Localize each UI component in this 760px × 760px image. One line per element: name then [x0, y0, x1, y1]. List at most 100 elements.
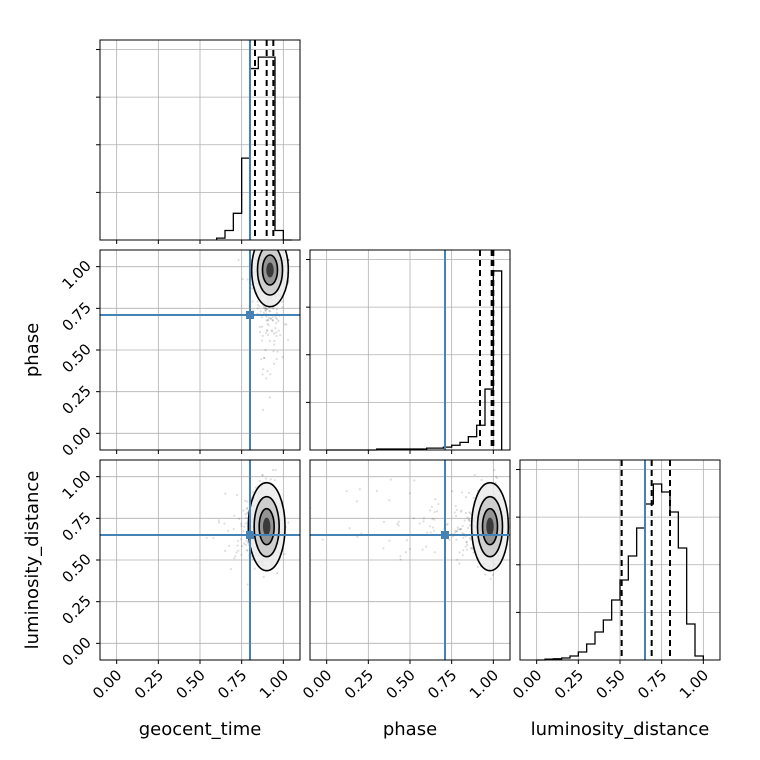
sample-point [437, 503, 440, 506]
sample-point [464, 511, 467, 515]
sample-point [321, 538, 324, 541]
sample-point [246, 500, 249, 503]
sample-point [457, 528, 460, 531]
sample-point [470, 547, 473, 550]
sample-point [285, 323, 288, 326]
sample-point [459, 510, 463, 513]
sample-point [271, 318, 274, 322]
x-tick-label: 0.50 [592, 666, 628, 702]
sample-point [275, 321, 278, 325]
sample-point [264, 309, 267, 312]
x-tick-label: 1.00 [256, 666, 292, 702]
sample-point [467, 491, 471, 495]
sample-point [224, 492, 227, 495]
sample-point [286, 338, 290, 341]
sample-point [468, 519, 471, 523]
sample-point [276, 318, 279, 321]
sample-point [459, 528, 462, 531]
sample-point [261, 408, 265, 412]
contour-line [470, 481, 510, 572]
sample-point [483, 573, 487, 576]
sample-point [275, 312, 278, 315]
sample-point [472, 551, 475, 554]
y-tick-label: 0.50 [58, 550, 94, 586]
sample-point [454, 504, 457, 508]
x-tick-label: 0.75 [424, 666, 460, 702]
x-tick-label: 1.00 [676, 666, 712, 702]
sample-point [260, 325, 264, 328]
sample-point [281, 356, 284, 359]
sample-point [234, 555, 237, 558]
sample-point [476, 565, 479, 569]
sample-point [456, 526, 459, 529]
sample-point [265, 308, 268, 311]
sample-point [276, 350, 279, 353]
sample-point [258, 331, 262, 334]
sample-point [461, 532, 464, 535]
sample-point [465, 548, 469, 551]
sample-point [455, 538, 458, 541]
sample-point [273, 339, 276, 343]
sample-point [281, 300, 284, 303]
sample-point [246, 583, 249, 586]
sample-point [468, 536, 472, 540]
sample-point [467, 518, 471, 522]
x-axis-title: phase [383, 719, 437, 740]
sample-point [263, 307, 267, 310]
sample-point [455, 529, 459, 533]
sample-point [456, 558, 459, 561]
contour-line [481, 507, 499, 546]
sample-point [272, 332, 276, 335]
x-tick-label: 0.75 [214, 666, 250, 702]
sample-point [268, 339, 271, 343]
sample-point [259, 310, 262, 313]
sample-point [227, 529, 230, 532]
sample-point [253, 567, 256, 570]
sample-point [268, 309, 271, 312]
sample-point [236, 493, 239, 497]
sample-point [250, 283, 253, 286]
sample-point [434, 498, 437, 501]
sample-point [275, 308, 279, 311]
sample-point [275, 357, 278, 361]
sample-point [275, 334, 278, 338]
density-level [266, 262, 274, 278]
sample-point [448, 538, 451, 541]
sample-point [355, 500, 359, 503]
sample-point [356, 535, 359, 538]
sample-point [480, 478, 483, 482]
sample-point [246, 506, 249, 510]
sample-point [382, 547, 385, 550]
sample-point [397, 520, 400, 523]
sample-point [264, 477, 267, 480]
sample-point [266, 329, 269, 332]
sample-point [233, 514, 236, 517]
sample-point [473, 473, 476, 477]
sample-point [454, 514, 458, 518]
sample-point [382, 520, 386, 524]
sample-point [494, 475, 498, 478]
sample-point [240, 525, 243, 528]
sample-point [468, 524, 471, 527]
sample-point [265, 377, 268, 380]
sample-point [245, 539, 248, 542]
sample-point [271, 319, 274, 322]
sample-point [266, 322, 269, 325]
sample-point [421, 548, 424, 551]
sample-point [460, 509, 463, 512]
sample-point [462, 549, 465, 552]
sample-point [264, 308, 267, 311]
sample-point [265, 319, 268, 322]
sample-point [435, 510, 439, 513]
sample-point [261, 373, 264, 376]
sample-point [245, 507, 249, 511]
sample-point [251, 491, 255, 494]
sample-point [267, 316, 271, 319]
sample-point [464, 496, 468, 499]
sample-point [345, 489, 348, 493]
sample-point [217, 519, 220, 522]
sample-point [453, 529, 457, 532]
sample-point [238, 517, 241, 520]
sample-point [262, 306, 265, 309]
